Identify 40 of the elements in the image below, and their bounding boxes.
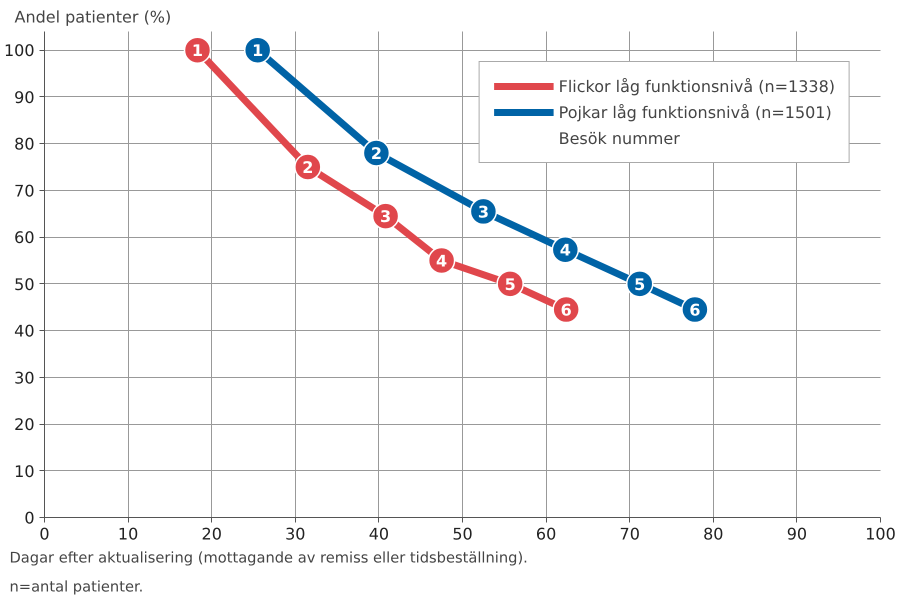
y-tick-label: 70	[14, 181, 34, 200]
annotation: 5	[504, 274, 516, 294]
annotation: 4	[436, 251, 448, 270]
x-tick-label: 100	[865, 524, 896, 544]
x-axis-title: Dagar efter aktualisering (mottagande av remiss eller tidsbeställning).	[10, 550, 528, 566]
y-tick-label: 80	[14, 134, 34, 154]
y-tick-label: 50	[14, 274, 34, 294]
y-tick-label: 60	[14, 228, 34, 248]
annotation: 4	[560, 240, 571, 260]
x-tick-label: 50	[452, 524, 473, 544]
annotation: 6	[689, 300, 700, 320]
y-axis-title: Andel patienter (%)	[14, 8, 172, 26]
annotation: 3	[478, 202, 489, 222]
y-tick-label: 20	[14, 415, 34, 434]
x-tick-label: 40	[368, 524, 390, 544]
x-tick-label: 0	[39, 524, 50, 544]
x-tick-label: 80	[703, 524, 724, 544]
x-tick-label: 20	[202, 524, 222, 544]
annotation: 1	[192, 41, 204, 60]
annotation: 6	[560, 300, 572, 320]
annotation: 1	[252, 41, 264, 60]
legend-label: Flickor låg funktionsnivå (n=1338)	[558, 76, 835, 96]
text: n=antal patienter.	[10, 578, 144, 596]
annotation: 3	[380, 207, 392, 226]
x-tick-label: 90	[786, 524, 808, 544]
y-tick-label: 30	[14, 368, 34, 388]
legend-label: Pojkar låg funktionsnivå (n=1501)	[558, 102, 832, 122]
y-tick-label: 40	[14, 322, 34, 341]
x-tick-label: 60	[536, 524, 556, 544]
y-tick-label: 10	[14, 462, 34, 481]
y-tick-label: 0	[24, 508, 35, 528]
annotation: 5	[634, 274, 646, 294]
y-tick-label: 90	[14, 88, 34, 107]
x-tick-label: 70	[620, 524, 640, 544]
annotation: 2	[370, 144, 382, 163]
annotation: 2	[302, 158, 314, 178]
annotation: Besök nummer	[558, 128, 680, 148]
y-tick-label: 100	[4, 41, 35, 60]
x-tick-label: 10	[118, 524, 138, 544]
x-tick-label: 30	[285, 524, 306, 544]
